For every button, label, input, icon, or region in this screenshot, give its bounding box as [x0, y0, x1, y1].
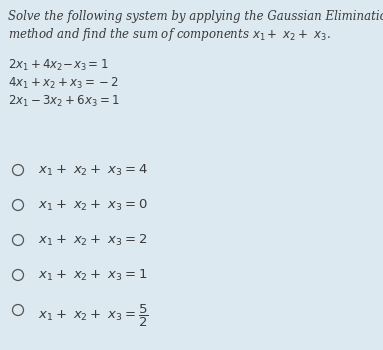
Text: $x_1+\ x_2+\ x_3 = 4$: $x_1+\ x_2+\ x_3 = 4$ [38, 163, 148, 178]
Text: $x_1+\ x_2+\ x_3 = 1$: $x_1+\ x_2+\ x_3 = 1$ [38, 268, 147, 283]
Text: $x_1+\ x_2+\ x_3 = 2$: $x_1+\ x_2+\ x_3 = 2$ [38, 233, 147, 248]
Text: Solve the following system by applying the Gaussian Elimination: Solve the following system by applying t… [8, 10, 383, 23]
Text: $x_1+\ x_2+\ x_3 = \dfrac{5}{2}$: $x_1+\ x_2+\ x_3 = \dfrac{5}{2}$ [38, 303, 149, 329]
Text: $4x_1+x_2+x_3=-2$: $4x_1+x_2+x_3=-2$ [8, 76, 119, 91]
Text: $x_1+\ x_2+\ x_3 = 0$: $x_1+\ x_2+\ x_3 = 0$ [38, 198, 147, 213]
Text: $2x_1-3x_2+6x_3=1$: $2x_1-3x_2+6x_3=1$ [8, 94, 119, 109]
Text: $2x_1+4x_2\!-\!x_3=1$: $2x_1+4x_2\!-\!x_3=1$ [8, 58, 108, 73]
Text: method and find the sum of components $x_1+\ x_2+\ x_3$.: method and find the sum of components $x… [8, 26, 331, 43]
